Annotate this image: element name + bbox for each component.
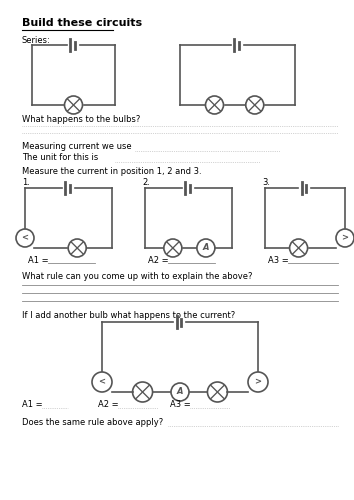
Text: Measuring current we use: Measuring current we use (22, 142, 132, 151)
Text: A3 =: A3 = (268, 256, 289, 265)
Text: Build these circuits: Build these circuits (22, 18, 142, 28)
Text: >: > (342, 234, 348, 242)
Text: Measure the current in position 1, 2 and 3.: Measure the current in position 1, 2 and… (22, 167, 202, 176)
Text: A: A (177, 388, 183, 396)
Text: A1 =: A1 = (22, 400, 42, 409)
Text: What rule can you come up with to explain the above?: What rule can you come up with to explai… (22, 272, 252, 281)
Circle shape (171, 383, 189, 401)
Text: A: A (202, 244, 209, 252)
Text: <: < (98, 378, 105, 386)
Text: A1 =: A1 = (28, 256, 48, 265)
Circle shape (92, 372, 112, 392)
Circle shape (336, 229, 354, 247)
Text: 3.: 3. (262, 178, 270, 187)
Text: 2.: 2. (142, 178, 150, 187)
Text: 1.: 1. (22, 178, 30, 187)
Text: Series:: Series: (22, 36, 51, 45)
Text: <: < (22, 234, 29, 242)
Circle shape (16, 229, 34, 247)
Text: A2 =: A2 = (148, 256, 169, 265)
Text: A2 =: A2 = (98, 400, 119, 409)
Text: If I add another bulb what happens to the current?: If I add another bulb what happens to th… (22, 311, 235, 320)
Text: The unit for this is: The unit for this is (22, 153, 98, 162)
Text: What happens to the bulbs?: What happens to the bulbs? (22, 115, 141, 124)
Circle shape (197, 239, 215, 257)
Text: >: > (255, 378, 262, 386)
Circle shape (248, 372, 268, 392)
Text: Does the same rule above apply?: Does the same rule above apply? (22, 418, 163, 427)
Text: A3 =: A3 = (170, 400, 191, 409)
